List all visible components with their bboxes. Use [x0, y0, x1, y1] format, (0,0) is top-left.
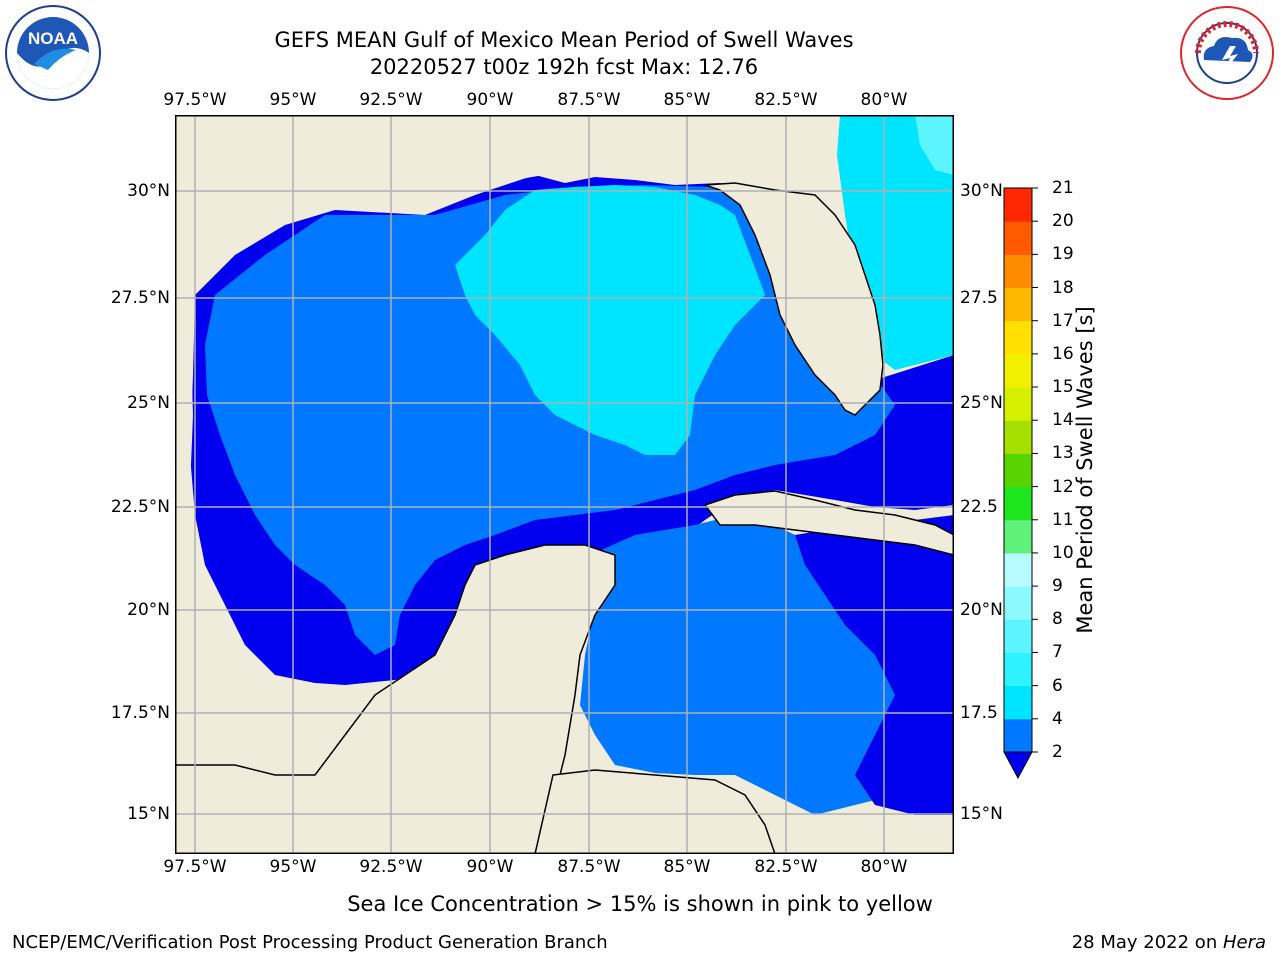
- colorbar-label: Mean Period of Swell Waves [s]: [1073, 306, 1097, 634]
- lat-tick-label: 20°N: [127, 600, 170, 620]
- colorbar-tick-label: 15: [1052, 377, 1074, 398]
- colorbar-tick-label: 20: [1052, 211, 1074, 232]
- lon-tick-label: 90°W: [466, 857, 514, 877]
- colorbar-segment: [1004, 718, 1032, 753]
- colorbar-segment: [1004, 619, 1032, 653]
- colorbar-segment: [1004, 353, 1032, 388]
- colorbar-segment: [1004, 254, 1032, 289]
- date-machine: Hera: [1222, 932, 1266, 953]
- colorbar-tick-label: 18: [1052, 277, 1074, 298]
- map-title: GEFS MEAN Gulf of Mexico Mean Period of …: [274, 28, 854, 52]
- lon-tick-label: 80°W: [860, 857, 908, 877]
- lon-tick-label: 95°W: [269, 90, 317, 110]
- colorbar-tick-label: 17: [1052, 310, 1074, 331]
- lon-tick-label: 92.5°W: [359, 90, 423, 110]
- lon-tick-label: 85°W: [663, 857, 711, 877]
- lat-tick-label: 27.5: [960, 288, 998, 308]
- colorbar-tick-label: 4: [1052, 708, 1063, 729]
- lon-tick-label: 90°W: [466, 90, 514, 110]
- colorbar-segment: [1004, 287, 1032, 322]
- colorbar-tick-label: 16: [1052, 343, 1074, 364]
- colorbar-tick-label: 21: [1052, 178, 1074, 198]
- colorbar-tick-label: 8: [1052, 609, 1063, 630]
- colorbar-segment: [1004, 188, 1032, 222]
- noaa-logo-text: NOAA: [28, 29, 78, 48]
- date-text: 28 May 2022 on Hera: [1072, 932, 1266, 954]
- colorbar-tick-label: 12: [1052, 476, 1074, 497]
- nws-logo: [1178, 4, 1276, 102]
- lat-tick-label: 15°N: [127, 804, 170, 824]
- map-subtitle: 20220527 t00z 192h fcst Max: 12.76: [369, 55, 759, 79]
- lat-tick-label: 17.5°N: [110, 703, 170, 723]
- lon-tick-label: 95°W: [269, 857, 317, 877]
- lat-tick-label: 30°N: [127, 181, 170, 201]
- atlantic-water-light: [915, 115, 954, 175]
- colorbar-tick-label: 14: [1052, 410, 1074, 431]
- colorbar-segment: [1004, 652, 1032, 687]
- colorbar-tick-label: 10: [1052, 542, 1074, 563]
- colorbar-frame: [1003, 187, 1033, 753]
- lon-tick-label: 82.5°W: [754, 90, 818, 110]
- colorbar-tick-label: 13: [1052, 443, 1074, 464]
- colorbar-segment: [1004, 519, 1032, 554]
- colorbar-tick-label: 11: [1052, 509, 1074, 530]
- map-frame: [175, 115, 954, 854]
- lon-tick-label: 97.5°W: [163, 90, 227, 110]
- colorbar-tick-label: 6: [1052, 675, 1063, 696]
- lon-tick-label: 87.5°W: [557, 90, 621, 110]
- colorbar-tick-label: 9: [1052, 576, 1063, 597]
- colorbar-tick-label: 7: [1052, 642, 1063, 663]
- colorbar-segment: [1004, 387, 1032, 421]
- lat-tick-label: 17.5: [960, 703, 998, 723]
- lat-tick-label: 15°N: [960, 804, 1003, 824]
- sea-ice-note: Sea Ice Concentration > 15% is shown in …: [347, 892, 933, 916]
- lon-tick-label: 92.5°W: [359, 857, 423, 877]
- colorbar-under-arrow: [1003, 751, 1033, 780]
- colorbar-segment: [1004, 552, 1032, 587]
- lat-tick-label: 25°N: [960, 393, 1003, 413]
- lat-tick-label: 30°N: [960, 181, 1003, 201]
- lon-tick-label: 97.5°W: [163, 857, 227, 877]
- lat-tick-label: 22.5: [960, 497, 998, 517]
- colorbar-segment: [1004, 685, 1032, 720]
- swell-period-map: [174, 115, 955, 855]
- colorbar: [1000, 186, 1040, 782]
- map-panel: [174, 115, 955, 855]
- colorbar-segment: [1004, 320, 1032, 355]
- colorbar-segment: [1004, 453, 1032, 488]
- caribbean-water-medium: [580, 515, 954, 815]
- colorbar-bar: [1003, 187, 1038, 780]
- colorbar-segment: [1004, 420, 1032, 454]
- florida-land: [704, 182, 884, 416]
- map-grid: [175, 115, 954, 854]
- lon-tick-label: 82.5°W: [754, 857, 818, 877]
- lon-tick-label: 87.5°W: [557, 857, 621, 877]
- lat-tick-label: 20°N: [960, 600, 1003, 620]
- lat-tick-label: 25°N: [127, 393, 170, 413]
- colorbar-segment: [1004, 221, 1032, 255]
- lat-tick-label: 22.5°N: [110, 497, 170, 517]
- mexico-west-land: [175, 115, 195, 535]
- noaa-logo: NOAA: [4, 4, 102, 102]
- colorbar-segment: [1004, 486, 1032, 521]
- credit-text: NCEP/EMC/Verification Post Processing Pr…: [12, 932, 608, 953]
- lon-tick-label: 85°W: [663, 90, 711, 110]
- caribbean-water-dark: [795, 515, 954, 815]
- lon-tick-label: 80°W: [860, 90, 908, 110]
- lat-tick-label: 27.5°N: [110, 288, 170, 308]
- colorbar-tick-label: 19: [1052, 244, 1074, 265]
- us-north-land: [175, 115, 954, 295]
- date-prefix: 28 May 2022 on: [1071, 932, 1223, 953]
- colorbar-segment: [1004, 586, 1032, 620]
- colorbar-tick-label: 2: [1052, 742, 1063, 762]
